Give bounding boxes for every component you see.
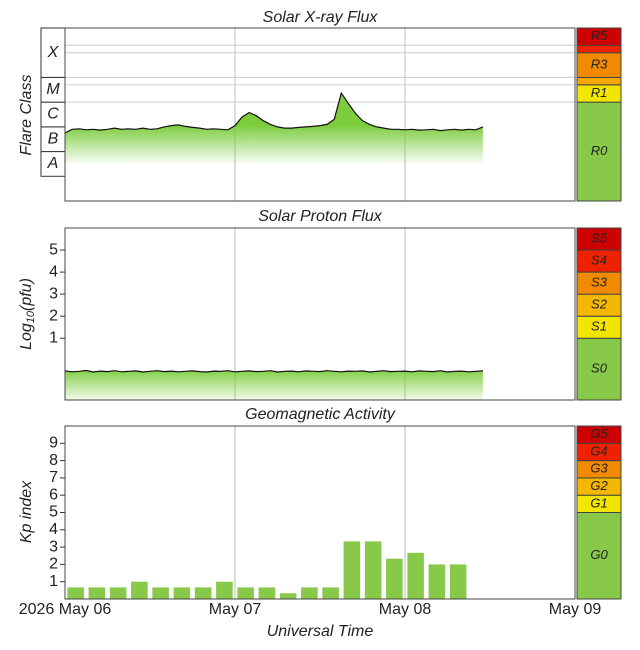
- y-tick-label: 2: [49, 307, 58, 324]
- scale-label: G2: [590, 478, 608, 493]
- kp-bar: [194, 587, 212, 599]
- scale-band: [576, 512, 622, 600]
- scale-band: [576, 101, 622, 202]
- flare-class-label: B: [48, 130, 59, 147]
- flare-class-label: M: [46, 81, 60, 98]
- flare-class-label: C: [47, 106, 59, 123]
- scale-band: [576, 76, 622, 86]
- y-tick-label: 3: [49, 538, 58, 555]
- y-axis-label: Log10(pfu): [18, 278, 37, 350]
- kp-bar: [449, 564, 467, 599]
- kp-bar: [131, 581, 148, 599]
- panel-title: Solar X-ray Flux: [263, 9, 379, 26]
- y-label-unit: (pfu): [18, 278, 35, 311]
- scale-label: R1: [591, 85, 608, 100]
- y-tick-label: 3: [49, 285, 58, 302]
- y-tick-label: 1: [49, 329, 58, 346]
- y-tick-label: 8: [49, 452, 58, 469]
- scale-label: R5: [591, 28, 608, 43]
- flare-class-box: [40, 27, 66, 78]
- flare-class-box: [40, 101, 66, 128]
- area-fill: [65, 93, 483, 201]
- plot-frame: [64, 425, 576, 600]
- y-tick-label: 1: [49, 573, 58, 590]
- flare-class-label: X: [47, 44, 60, 61]
- scale-label: G5: [590, 426, 608, 441]
- kp-bar: [88, 587, 106, 599]
- panel-title: Geomagnetic Activity: [245, 406, 396, 423]
- kp-bar: [428, 564, 446, 599]
- scale-label: G1: [590, 495, 607, 510]
- kp-bar: [152, 587, 169, 599]
- flare-class-label: A: [47, 155, 59, 172]
- scale-label: G4: [590, 443, 607, 458]
- y-tick-label: 7: [49, 469, 58, 486]
- area-fill: [65, 370, 483, 400]
- kp-bar: [216, 581, 233, 599]
- flare-class-box: [40, 76, 66, 103]
- x-tick-label: May 09: [549, 601, 602, 618]
- scale-label: R0: [591, 143, 608, 158]
- scale-band: [576, 425, 622, 444]
- kp-bar: [322, 587, 339, 599]
- kp-bar: [407, 552, 424, 599]
- x-tick-label: 2026 May 06: [19, 601, 112, 618]
- scale-label: S0: [591, 361, 608, 376]
- scale-label: G3: [590, 461, 608, 476]
- flux-line: [64, 369, 483, 373]
- y-tick-label: 5: [49, 504, 58, 521]
- scale-label: S5: [591, 230, 608, 245]
- plot-frame: [64, 27, 576, 202]
- x-tick-label: May 08: [379, 601, 432, 618]
- scale-band: [576, 52, 622, 78]
- scale-band: [576, 44, 622, 54]
- y-tick-label: 9: [49, 435, 58, 452]
- panel-title: Solar Proton Flux: [258, 208, 383, 225]
- flux-line: [64, 91, 484, 134]
- x-tick-label: May 07: [209, 601, 262, 618]
- kp-bar: [173, 587, 191, 599]
- y-label-base: Log: [18, 323, 35, 350]
- plot-area: [65, 426, 575, 599]
- y-tick-label: 4: [49, 521, 58, 538]
- scale-band: [576, 337, 622, 401]
- y-axis-label: Kp index: [18, 480, 35, 543]
- flare-class-box: [40, 151, 66, 177]
- scale-label: G0: [590, 547, 608, 562]
- y-axis-label: Flare Class: [18, 75, 35, 156]
- scale-label: S2: [591, 297, 608, 312]
- scale-band: [576, 27, 622, 46]
- scale-band: [576, 227, 622, 251]
- kp-bar: [67, 587, 84, 599]
- y-tick-label: 5: [49, 241, 58, 258]
- scale-label: R3: [591, 57, 608, 72]
- scale-label: S4: [591, 253, 607, 268]
- kp-bar: [301, 587, 318, 599]
- flare-class-box: [40, 126, 66, 153]
- y-tick-label: 6: [49, 486, 58, 503]
- kp-bar: [343, 541, 361, 599]
- kp-bar: [279, 593, 297, 599]
- kp-bar: [109, 587, 127, 599]
- scale-label: S3: [591, 275, 608, 290]
- plot-frame: [64, 227, 576, 401]
- kp-bar: [364, 541, 382, 599]
- kp-bar: [258, 587, 276, 599]
- y-tick-label: 4: [49, 263, 58, 280]
- x-axis-label: Universal Time: [267, 623, 374, 640]
- scale-label: S1: [591, 319, 607, 334]
- y-tick-label: 2: [49, 556, 58, 573]
- kp-bar: [237, 587, 254, 599]
- y-label-sub: 10: [25, 310, 37, 323]
- kp-bar: [386, 558, 403, 599]
